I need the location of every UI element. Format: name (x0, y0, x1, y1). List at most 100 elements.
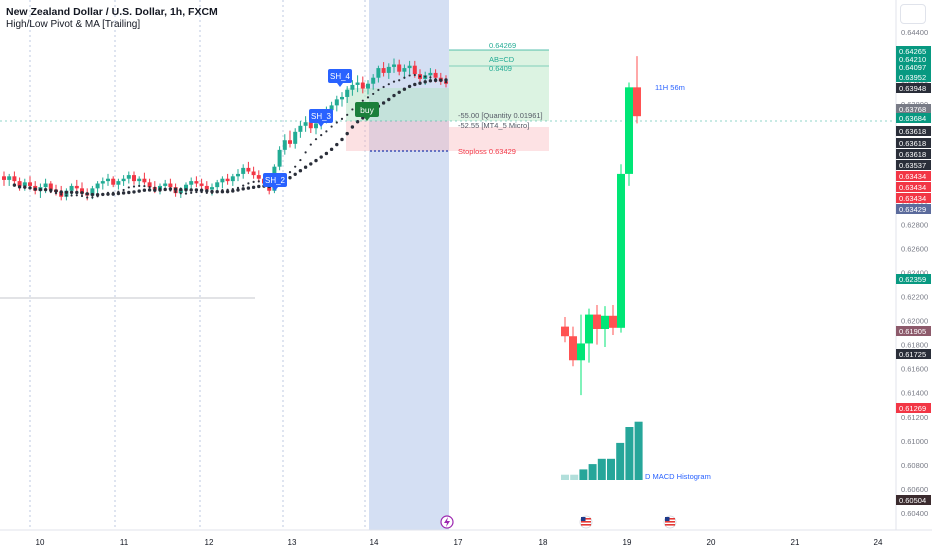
candle-body (334, 99, 339, 106)
ma-slow-point (345, 131, 349, 136)
candle-body (137, 178, 142, 182)
ma-fast-point (65, 194, 68, 197)
time-tick-label: 14 (370, 538, 379, 547)
price-badge-text: 0.61269 (899, 404, 926, 413)
candle-body (236, 173, 240, 177)
price-badge-bg (896, 149, 931, 159)
daily-candle-body (617, 173, 625, 328)
ma-slow-point (142, 188, 147, 192)
candle-body (350, 84, 355, 90)
price-badge-bg (896, 193, 931, 203)
abcd-text: AB=CD (489, 55, 515, 64)
ma-slow-point (132, 190, 136, 194)
ma-slow-point (309, 162, 313, 166)
ma-slow-point (220, 190, 225, 194)
time-tick-label: 12 (205, 538, 214, 547)
ma-fast-point (330, 125, 333, 128)
time-tick-label: 19 (623, 538, 632, 547)
price-tick-label: 0.61600 (901, 365, 928, 374)
price-badge-bg (896, 403, 931, 413)
price-badge-text: 0.63948 (899, 84, 926, 93)
ma-fast-point (304, 151, 307, 154)
us-flag-icon[interactable] (663, 515, 677, 529)
candle-body (90, 188, 95, 196)
pivot-label-sh4[interactable]: SH_4 (328, 69, 352, 87)
candle-body (116, 181, 121, 185)
pivot-label-sh2[interactable]: SH_2 (263, 173, 287, 191)
indicator-name[interactable]: High/Low Pivot & MA [Trailing] (6, 19, 141, 30)
price-badge-bg (896, 171, 931, 181)
price-badge-text: 0.62359 (899, 275, 926, 284)
price-tick-label: 0.64400 (901, 28, 928, 37)
ma-fast-point (122, 188, 125, 192)
price-badge-text: 0.63618 (899, 127, 926, 136)
ma-fast-point (247, 182, 250, 185)
ma-fast-point (184, 192, 188, 195)
candle-body (126, 175, 131, 179)
price-badge-bg (896, 274, 931, 284)
macd-histogram (561, 421, 643, 480)
candle-body (142, 178, 147, 183)
ma-fast-point (299, 158, 302, 162)
price-badge: 0.63948 (896, 83, 931, 93)
price-badge: 0.63618 (896, 149, 931, 159)
ma-slow-point (257, 184, 261, 189)
price-badge: 0.63618 (896, 126, 931, 136)
price-badge: 0.61725 (896, 349, 931, 359)
daily-candle-body (561, 326, 569, 337)
candle-body (147, 182, 152, 188)
macd-bar (616, 442, 625, 480)
price-badge: 0.64210 (896, 54, 931, 64)
ma-slow-point (153, 188, 157, 192)
candle-body (43, 183, 48, 188)
price-tick-label: 0.60400 (901, 509, 928, 518)
price-badge-text: 0.63434 (899, 183, 926, 192)
macd-bar (579, 469, 588, 480)
ma-slow-point (168, 187, 173, 191)
ma-fast-point (320, 134, 323, 137)
pivot-label-sh3[interactable]: SH_3 (309, 109, 333, 127)
price-badge-bg (896, 54, 931, 64)
candle-body (360, 82, 365, 89)
time-tick-label: 24 (874, 538, 883, 547)
ma-fast-point (190, 191, 193, 194)
price-tick-label: 0.62200 (901, 293, 928, 302)
hourly-candles (2, 58, 448, 201)
candle-body (329, 105, 334, 111)
ma-fast-point (86, 196, 89, 199)
lightning-icon[interactable] (440, 515, 454, 529)
candle-body (412, 65, 417, 75)
price-badge: 0.62359 (896, 274, 931, 284)
macd-bar (597, 458, 606, 480)
price-badge: 0.63434 (896, 182, 931, 192)
time-tick-label: 21 (791, 538, 800, 547)
risk-line1-text: -55.00 [Quantity 0.01961] (458, 111, 543, 120)
ma-slow-point (251, 185, 256, 190)
candle-body (204, 185, 209, 190)
macd-bar (634, 421, 643, 480)
ma-slow-point (314, 158, 318, 163)
price-badge-bg (896, 204, 931, 214)
pivot-label-sh3-text: SH_3 (311, 112, 332, 121)
time-tick-label: 20 (707, 538, 716, 547)
ma-fast-point (314, 138, 318, 141)
price-badge-text: 0.60504 (899, 496, 926, 505)
us-flag-icon[interactable] (579, 515, 593, 529)
macd-bar (588, 464, 597, 480)
ma-slow-point (194, 188, 199, 192)
ma-slow-point (335, 142, 339, 147)
price-badge-text: 0.63952 (899, 73, 926, 82)
candle-body (277, 149, 282, 167)
candle-body (402, 68, 407, 72)
ma-slow-point (75, 190, 79, 195)
ma-fast-point (127, 186, 130, 189)
ma-slow-point (116, 191, 121, 196)
candle-body (428, 72, 433, 76)
candle-body (95, 183, 100, 189)
candle-body (74, 185, 79, 189)
chart-settings-button[interactable] (900, 4, 926, 24)
buy-signal-label[interactable]: buy (355, 102, 379, 121)
candle-body (397, 64, 402, 72)
ma-fast-point (60, 193, 63, 196)
